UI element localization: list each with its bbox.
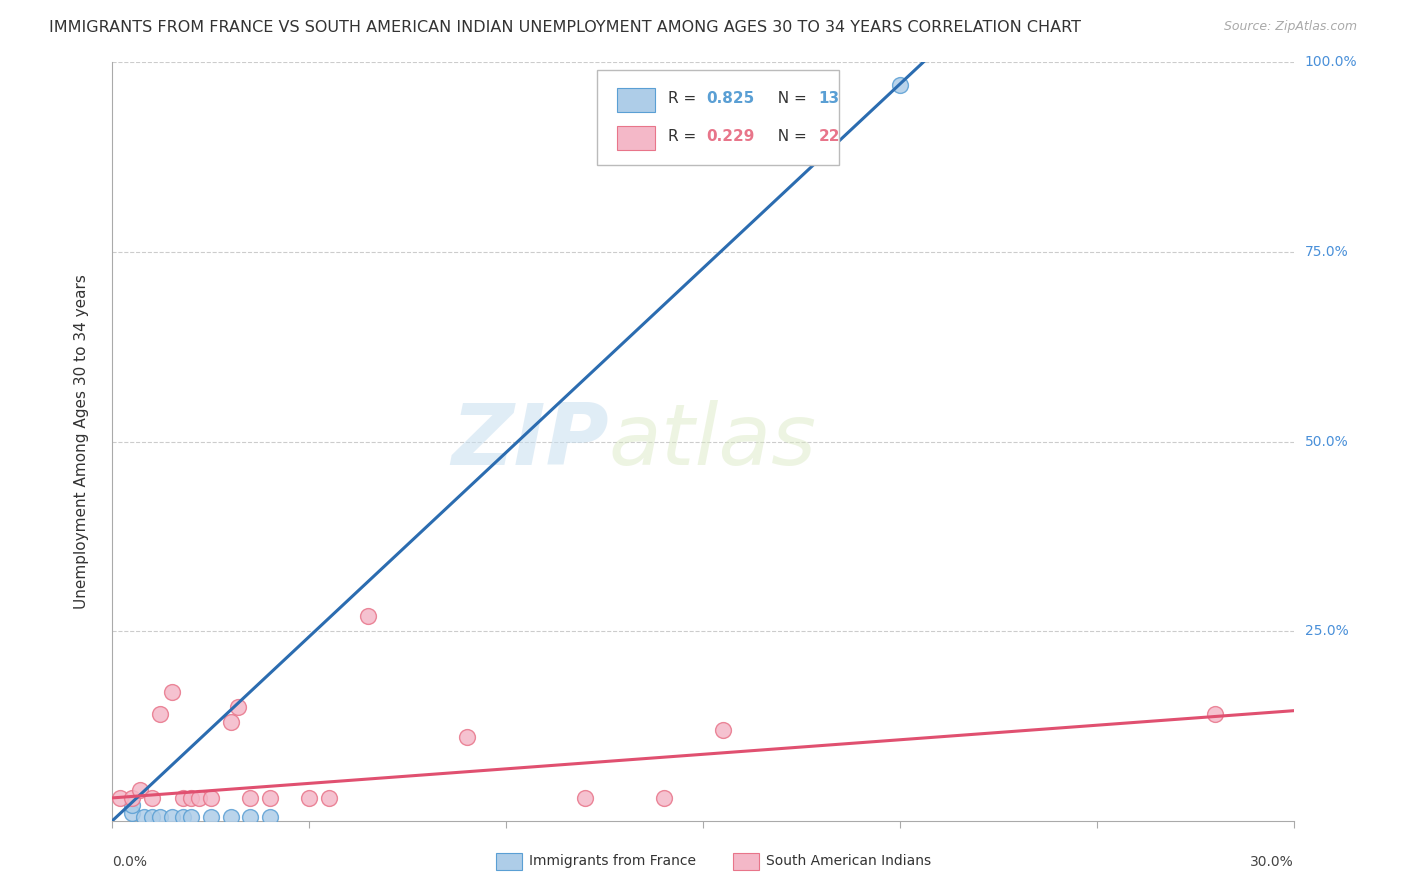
- Point: [160, 685, 183, 699]
- Text: N =: N =: [768, 129, 811, 145]
- Point: [200, 791, 222, 805]
- Point: [172, 810, 194, 824]
- Point: [172, 791, 194, 805]
- Point: [149, 810, 172, 824]
- FancyBboxPatch shape: [596, 70, 839, 165]
- Point: [121, 791, 143, 805]
- Point: [219, 715, 242, 730]
- FancyBboxPatch shape: [617, 126, 655, 151]
- Point: [239, 791, 262, 805]
- Text: 100.0%: 100.0%: [1305, 55, 1357, 70]
- Point: [889, 78, 911, 92]
- Point: [149, 707, 172, 722]
- Text: IMMIGRANTS FROM FRANCE VS SOUTH AMERICAN INDIAN UNEMPLOYMENT AMONG AGES 30 TO 34: IMMIGRANTS FROM FRANCE VS SOUTH AMERICAN…: [49, 20, 1081, 35]
- Text: R =: R =: [668, 91, 700, 106]
- Text: 50.0%: 50.0%: [1305, 434, 1348, 449]
- Point: [180, 810, 202, 824]
- Point: [110, 791, 132, 805]
- Text: R =: R =: [668, 129, 700, 145]
- Text: ZIP: ZIP: [451, 400, 609, 483]
- Text: 75.0%: 75.0%: [1305, 245, 1348, 259]
- Point: [259, 791, 281, 805]
- Text: N =: N =: [768, 91, 811, 106]
- Point: [141, 810, 163, 824]
- Point: [228, 699, 250, 714]
- Text: 30.0%: 30.0%: [1250, 855, 1294, 869]
- Point: [121, 806, 143, 821]
- Text: 0.825: 0.825: [707, 91, 755, 106]
- Text: Immigrants from France: Immigrants from France: [530, 854, 696, 868]
- Point: [298, 791, 321, 805]
- Text: 0.229: 0.229: [707, 129, 755, 145]
- Text: 0.0%: 0.0%: [112, 855, 148, 869]
- FancyBboxPatch shape: [733, 854, 758, 870]
- Point: [129, 783, 152, 797]
- Point: [1204, 707, 1226, 722]
- Point: [132, 810, 155, 824]
- Point: [239, 810, 262, 824]
- Point: [318, 791, 340, 805]
- Point: [200, 810, 222, 824]
- Text: 22: 22: [818, 129, 841, 145]
- Point: [652, 791, 675, 805]
- Text: South American Indians: South American Indians: [766, 854, 931, 868]
- Point: [456, 730, 478, 744]
- Point: [219, 810, 242, 824]
- Point: [121, 798, 143, 813]
- Text: atlas: atlas: [609, 400, 817, 483]
- Text: 13: 13: [818, 91, 839, 106]
- Text: 25.0%: 25.0%: [1305, 624, 1348, 638]
- Point: [141, 791, 163, 805]
- Point: [259, 810, 281, 824]
- Y-axis label: Unemployment Among Ages 30 to 34 years: Unemployment Among Ages 30 to 34 years: [75, 274, 89, 609]
- Point: [160, 810, 183, 824]
- FancyBboxPatch shape: [617, 88, 655, 112]
- Point: [711, 723, 734, 737]
- FancyBboxPatch shape: [496, 854, 522, 870]
- Text: Source: ZipAtlas.com: Source: ZipAtlas.com: [1223, 20, 1357, 33]
- Point: [574, 791, 596, 805]
- Point: [180, 791, 202, 805]
- Point: [188, 791, 211, 805]
- Point: [357, 608, 380, 623]
